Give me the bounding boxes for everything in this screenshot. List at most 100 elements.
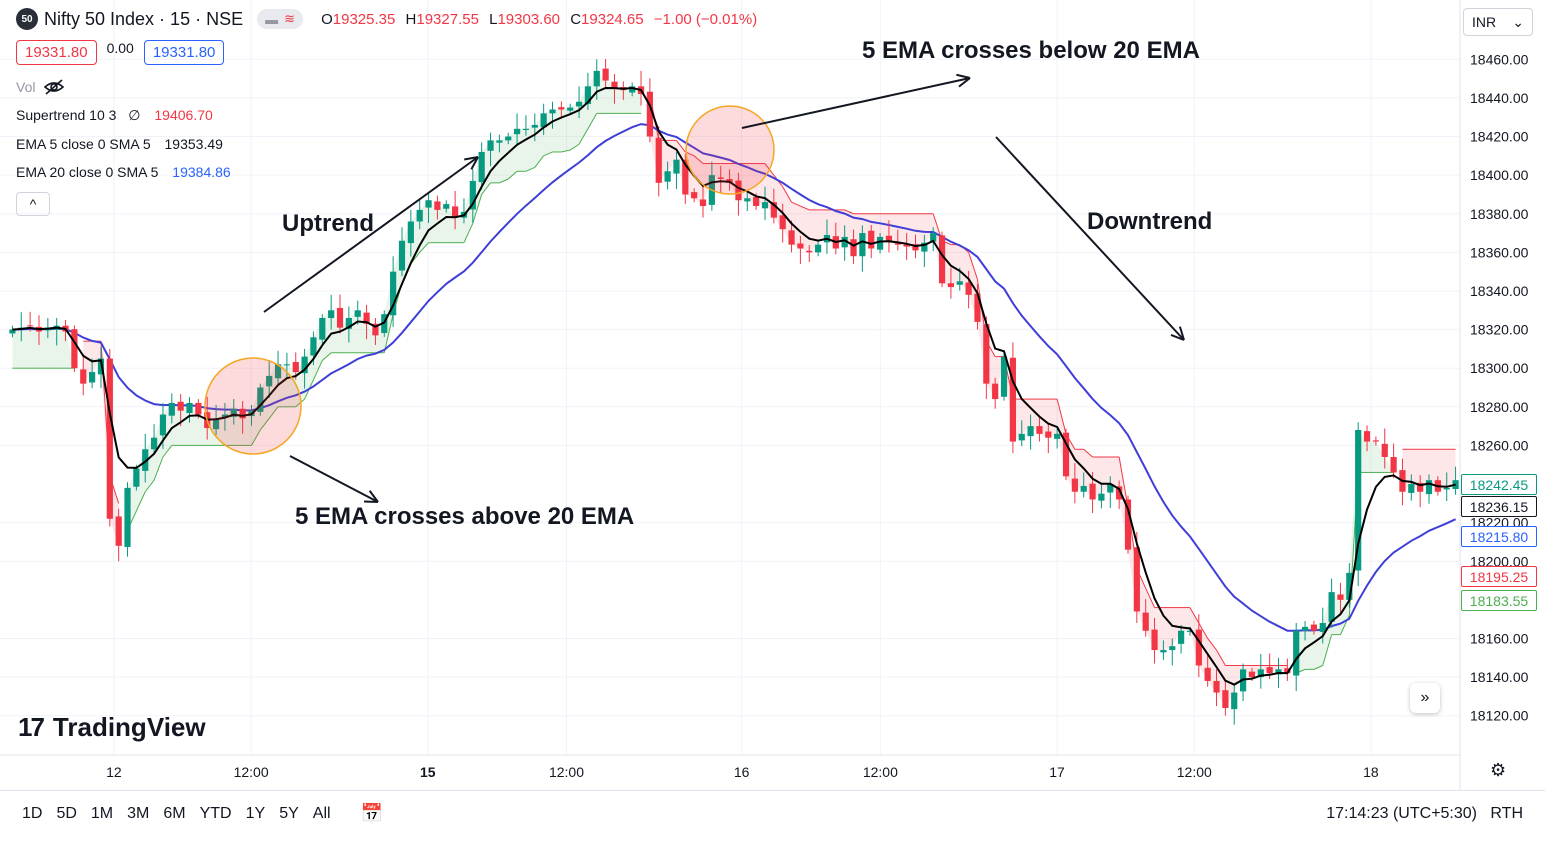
supertrend-fill-segment <box>428 200 438 243</box>
indicator-supertrend[interactable]: Supertrend 10 3 ∅ 19406.70 <box>16 107 213 123</box>
buy-price-button[interactable]: 19331.80 <box>143 40 225 65</box>
tradingview-logo[interactable]: 17 TradingView <box>18 712 206 742</box>
candle <box>283 352 290 378</box>
price-tick-label: 18340.00 <box>1470 283 1529 299</box>
bar-icon: ▬ <box>265 11 279 27</box>
candle <box>1231 684 1238 725</box>
price-chart[interactable]: 18460.00 18440.00 18420.00 18400.00 18380.00… <box>0 0 1545 790</box>
supertrend-fill-segment <box>1181 607 1190 631</box>
candle-body <box>947 283 955 288</box>
supertrend-line-segment <box>543 151 553 157</box>
supertrend-line-segment <box>800 205 810 211</box>
timeframe-1y[interactable]: 1Y <box>245 804 266 822</box>
supertrend-line-segment <box>534 155 545 168</box>
candle <box>655 126 662 197</box>
timeframe-all[interactable]: All <box>312 804 331 822</box>
supertrend-line-segment <box>144 479 155 493</box>
candle <box>106 348 113 527</box>
candle-body <box>1275 669 1282 675</box>
chart-settings-gear-icon[interactable]: ⚙ <box>1490 760 1507 780</box>
candle <box>575 86 583 118</box>
candle-body <box>567 107 574 111</box>
supertrend-fill-segment <box>1048 399 1058 438</box>
candle <box>425 192 432 224</box>
price-scale-label: 18242.45 <box>1461 474 1537 495</box>
candle-body <box>1178 630 1185 644</box>
candle-body <box>797 243 804 249</box>
candle <box>779 203 786 243</box>
candle-body <box>558 107 565 110</box>
supertrend-line-segment <box>153 456 164 481</box>
time-axis: 12 12:00 15 12:00 16 12:00 17 12:00 18 <box>0 754 1460 780</box>
candle-body <box>363 312 370 324</box>
candle-body <box>691 192 698 199</box>
candle-body <box>478 151 485 183</box>
candle <box>505 132 512 145</box>
candle <box>938 231 946 288</box>
candle <box>797 235 804 264</box>
sell-price-button[interactable]: 19331.80 <box>16 40 97 65</box>
candle-body <box>1355 429 1362 571</box>
candle-body <box>239 408 246 419</box>
timeframe-5d[interactable]: 5D <box>56 804 77 822</box>
candle <box>1169 638 1176 666</box>
candle-body <box>1045 431 1052 438</box>
timeframe-3m[interactable]: 3M <box>127 804 150 822</box>
candle-body <box>894 243 901 245</box>
price-tick-label: 18380.00 <box>1470 206 1529 222</box>
supertrend-line-segment <box>1216 649 1226 666</box>
timeframe-5y[interactable]: 5Y <box>279 804 299 822</box>
supertrend-fill-segment <box>12 327 22 369</box>
timeframe-ytd[interactable]: YTD <box>199 804 232 822</box>
candle <box>478 142 485 190</box>
candle <box>567 103 574 115</box>
candle-body <box>850 239 857 257</box>
candle-body <box>1408 484 1415 493</box>
candle-body <box>283 364 290 366</box>
session-toggle[interactable]: RTH <box>1490 804 1523 822</box>
candle <box>930 227 937 252</box>
candle-body <box>142 449 149 471</box>
eye-hidden-icon[interactable] <box>43 79 65 95</box>
collapse-legend-button[interactable]: ^ <box>16 192 50 216</box>
clock-readout[interactable]: 17:14:23 (UTC+5:30) <box>1326 804 1477 822</box>
scroll-to-realtime-button[interactable]: » <box>1410 683 1440 713</box>
candle-body <box>717 177 724 179</box>
indicator-ema-5[interactable]: EMA 5 close 0 SMA 5 19353.49 <box>16 136 223 152</box>
candle-body <box>1425 480 1433 495</box>
supertrend-line-segment <box>676 140 686 153</box>
candle <box>434 195 441 220</box>
volume-indicator[interactable]: Vol <box>16 79 763 95</box>
candle <box>1098 484 1105 509</box>
candle-body <box>1009 357 1016 442</box>
candle <box>744 192 751 212</box>
candle-body <box>1266 667 1273 674</box>
candle <box>540 103 547 135</box>
currency-select[interactable]: INR ⌄ <box>1463 8 1533 36</box>
candle <box>815 240 822 257</box>
goto-date-calendar-icon[interactable]: 📅 <box>360 803 383 823</box>
candle-body <box>257 387 264 412</box>
candle <box>1381 428 1388 469</box>
candle <box>1337 582 1344 614</box>
candle <box>629 82 636 97</box>
candle-body <box>1328 592 1335 622</box>
supertrend-fill-segment <box>56 325 66 369</box>
supertrend-line-segment <box>507 170 518 180</box>
candle <box>1062 428 1070 481</box>
symbol-title[interactable]: Nifty 50 Index · 15 · NSE <box>44 8 244 29</box>
candle-body <box>770 202 777 218</box>
supertrend-line-segment <box>1313 665 1323 670</box>
timeframe-6m[interactable]: 6M <box>163 804 186 822</box>
timeframe-1m[interactable]: 1M <box>90 804 114 822</box>
candle-body <box>505 136 512 141</box>
timeframe-1d[interactable]: 1D <box>22 804 43 822</box>
indicator-ema-20[interactable]: EMA 20 close 0 SMA 5 19384.86 <box>16 164 231 180</box>
chart-type-pill[interactable]: ▬ ≋ <box>257 9 304 29</box>
supertrend-line-segment <box>162 445 173 458</box>
cross-below-label: 5 EMA crosses below 20 EMA <box>862 37 1200 64</box>
symbol-badge[interactable]: 50 <box>16 8 38 30</box>
time-tick-label: 12:00 <box>549 764 584 780</box>
supertrend-line-segment <box>569 143 580 151</box>
candle-body <box>1107 484 1114 493</box>
